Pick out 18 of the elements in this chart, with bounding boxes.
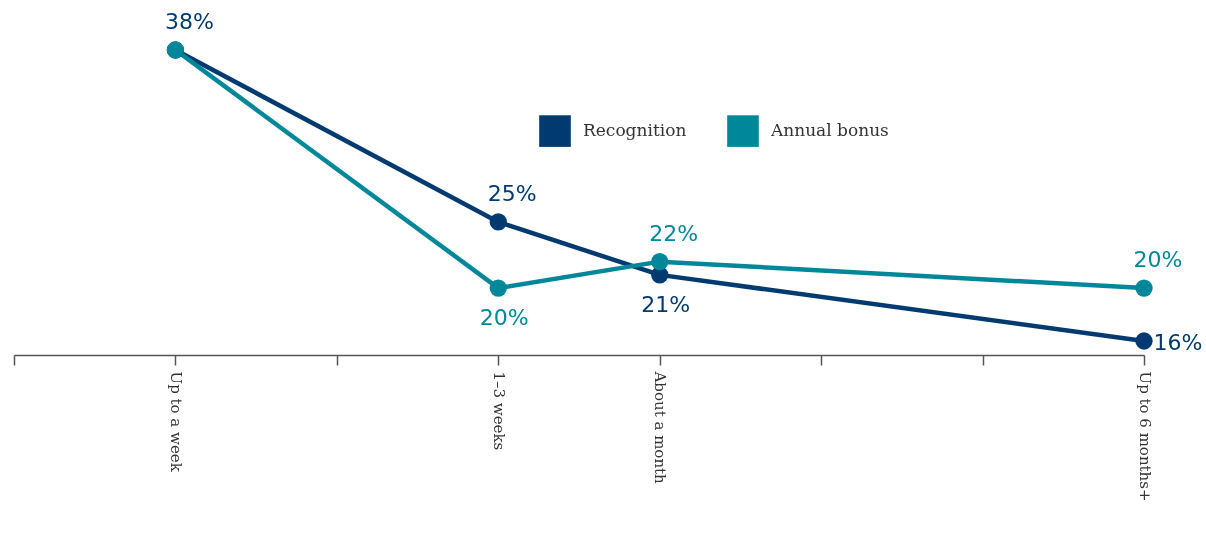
data-label: 20% — [479, 305, 529, 331]
x-tick-label: 1–3 weeks — [489, 371, 508, 451]
data-label: 21% — [641, 291, 691, 317]
data-label: 16% — [1153, 330, 1203, 355]
legend-label: Recognition — [583, 120, 687, 141]
x-tick-label: Up to 6 months+ — [1135, 371, 1154, 502]
x-tick-label: About a month — [651, 370, 670, 485]
point — [1135, 279, 1153, 297]
legend-label: Annual bonus — [770, 120, 889, 141]
point — [489, 213, 507, 231]
data-label: 25% — [487, 180, 537, 206]
data-label: 22% — [649, 220, 699, 246]
point — [651, 252, 669, 271]
point — [489, 279, 507, 297]
data-label: 20% — [1133, 247, 1183, 273]
x-tick-label: Up to a week — [166, 371, 185, 473]
data-label: 38% — [164, 9, 214, 34]
point — [1135, 332, 1153, 350]
